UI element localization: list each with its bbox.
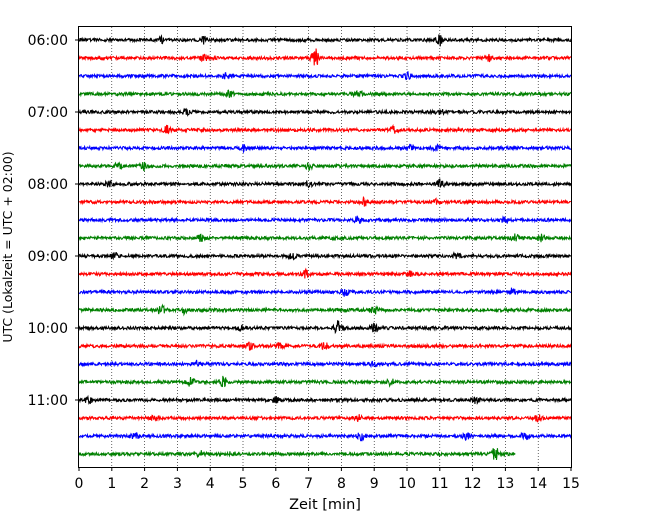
x-tick-label: 13 [496, 476, 514, 492]
plot-frame [78, 26, 572, 468]
x-tick-label: 5 [239, 476, 248, 492]
seismogram-trace [78, 161, 572, 172]
seismogram-trace [78, 303, 572, 317]
x-tick-label: 3 [173, 476, 182, 492]
seismogram-trace [78, 48, 572, 66]
y-tick-label: 07:00 [28, 105, 68, 121]
seismogram-trace [78, 215, 572, 224]
x-tick-label: 12 [464, 476, 482, 492]
seismogram-trace [78, 287, 572, 297]
trace-group [78, 34, 572, 461]
seismogram-trace [78, 375, 572, 388]
seismogram-trace [78, 107, 572, 117]
x-tick-label: 15 [562, 476, 580, 492]
seismogram-trace [78, 448, 516, 461]
seismogram-trace [78, 431, 572, 442]
seismogram-trace [78, 320, 572, 335]
x-tick-label: 14 [529, 476, 547, 492]
seismogram-trace [78, 71, 572, 81]
x-tick-label: 7 [304, 476, 313, 492]
x-tick-label: 11 [431, 476, 449, 492]
x-axis-label: Zeit [min] [289, 497, 361, 513]
seismogram-trace [78, 233, 572, 243]
seismogram-trace [78, 143, 572, 154]
vertical-grid [111, 27, 539, 467]
seismogram-trace [78, 89, 572, 99]
x-tick-label: 1 [107, 476, 116, 492]
seismogram-trace [78, 394, 572, 405]
y-axis-label: UTC (Lokalzeit = UTC + 02:00) [0, 151, 15, 342]
seismogram-trace [78, 341, 572, 351]
seismogram-trace [78, 251, 572, 261]
seismogram-trace [78, 413, 572, 423]
seismogram-trace [78, 267, 572, 279]
seismogram-trace [78, 34, 572, 47]
x-tick-label: 0 [75, 476, 84, 492]
x-axis-ticks: 0 1 2 3 4 5 6 7 8 9 10 11 12 13 14 15 [75, 467, 580, 492]
x-tick-label: 8 [337, 476, 346, 492]
y-tick-label: 09:00 [28, 249, 68, 265]
x-tick-label: 6 [271, 476, 280, 492]
x-tick-label: 10 [398, 476, 416, 492]
seismogram-trace [78, 359, 572, 369]
y-tick-label: 08:00 [28, 177, 68, 193]
x-tick-label: 4 [206, 476, 215, 492]
y-tick-label: 10:00 [28, 321, 68, 337]
seismogram-trace [78, 178, 572, 189]
y-axis-ticks: 06:00 07:00 08:00 09:00 10:00 11:00 [28, 33, 79, 409]
x-tick-label: 9 [370, 476, 379, 492]
x-tick-label: 2 [140, 476, 149, 492]
seismogram-trace [78, 123, 572, 135]
y-tick-label: 06:00 [28, 33, 68, 49]
y-tick-label: 11:00 [28, 393, 68, 409]
seismogram-trace [78, 195, 572, 207]
